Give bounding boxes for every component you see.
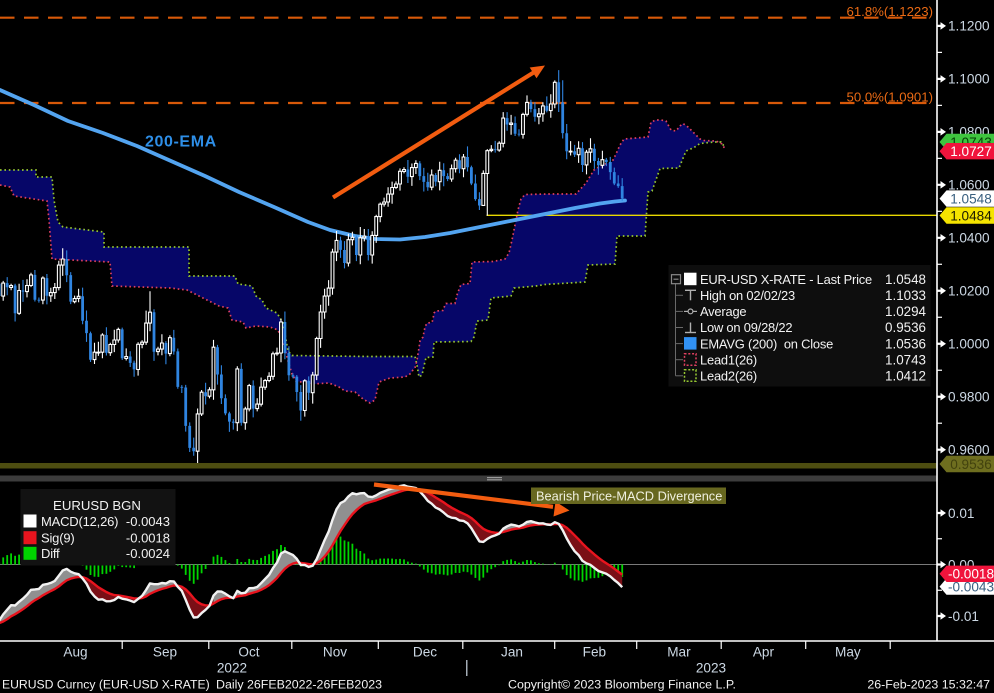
- svg-text:Aug: Aug: [63, 645, 87, 660]
- svg-text:0.9600: 0.9600: [948, 443, 990, 458]
- svg-text:0.9536: 0.9536: [885, 320, 926, 335]
- svg-text:Average: Average: [700, 304, 746, 319]
- svg-text:0.01: 0.01: [948, 506, 974, 521]
- svg-text:1.0743: 1.0743: [885, 352, 926, 367]
- svg-text:Oct: Oct: [238, 645, 259, 660]
- svg-text:50.0%(1.0901): 50.0%(1.0901): [846, 89, 933, 104]
- svg-text:1.0400: 1.0400: [948, 231, 990, 246]
- svg-text:2022: 2022: [217, 661, 247, 676]
- svg-text:Sig(9): Sig(9): [41, 531, 74, 546]
- svg-text:1.0727: 1.0727: [950, 144, 992, 159]
- svg-text:1.1200: 1.1200: [948, 19, 990, 34]
- svg-text:1.0484: 1.0484: [950, 208, 992, 223]
- svg-text:Bearish Price-MACD Divergence: Bearish Price-MACD Divergence: [536, 489, 722, 504]
- svg-text:Lead1(26): Lead1(26): [700, 352, 757, 367]
- svg-text:Mar: Mar: [667, 645, 691, 660]
- svg-text:May: May: [835, 645, 861, 660]
- svg-text:1.0548: 1.0548: [950, 191, 992, 206]
- svg-text:200-EMA: 200-EMA: [145, 134, 217, 151]
- svg-text:26-Feb-2023 15:32:47: 26-Feb-2023 15:32:47: [867, 678, 990, 692]
- svg-text:0.9800: 0.9800: [948, 390, 990, 405]
- svg-text:Jan: Jan: [501, 645, 523, 660]
- svg-text:0.9536: 0.9536: [950, 457, 992, 472]
- svg-text:EURUSD BGN: EURUSD BGN: [53, 498, 141, 513]
- svg-text:-0.0043: -0.0043: [126, 514, 170, 529]
- svg-text:1.0000: 1.0000: [948, 337, 990, 352]
- svg-text:61.8%(1.1223): 61.8%(1.1223): [846, 4, 933, 19]
- svg-text:-0.01: -0.01: [948, 609, 979, 624]
- svg-text:1.0548: 1.0548: [885, 272, 926, 287]
- svg-text:EURUSD Curncy (EUR-USD X-RATE): EURUSD Curncy (EUR-USD X-RATE): [2, 678, 210, 692]
- svg-text:Daily 26FEB2022-26FEB2023: Daily 26FEB2022-26FEB2023: [216, 678, 382, 692]
- svg-text:Dec: Dec: [413, 645, 437, 660]
- svg-text:Lead2(26): Lead2(26): [700, 369, 757, 384]
- svg-text:1.0600: 1.0600: [948, 178, 990, 193]
- svg-text:Apr: Apr: [753, 645, 775, 660]
- svg-text:1.0536: 1.0536: [885, 336, 926, 351]
- svg-text:EUR-USD X-RATE - Last Price: EUR-USD X-RATE - Last Price: [700, 272, 872, 287]
- svg-text:EMAVG (200) on Close: EMAVG (200) on Close: [700, 336, 833, 351]
- svg-text:Diff: Diff: [41, 546, 60, 561]
- svg-text:1.0294: 1.0294: [885, 304, 927, 319]
- svg-text:Sep: Sep: [153, 645, 177, 660]
- svg-text:Nov: Nov: [323, 645, 347, 660]
- svg-text:MACD(12,26): MACD(12,26): [41, 514, 118, 529]
- svg-text:1.1000: 1.1000: [948, 72, 990, 87]
- svg-text:-0.0024: -0.0024: [126, 546, 170, 561]
- svg-text:-0.0018: -0.0018: [948, 567, 994, 582]
- svg-text:-0.0018: -0.0018: [126, 531, 170, 546]
- svg-text:Low on 09/28/22: Low on 09/28/22: [700, 320, 792, 335]
- svg-text:High on 02/02/23: High on 02/02/23: [700, 288, 795, 303]
- svg-text:Copyright© 2023 Bloomberg Fina: Copyright© 2023 Bloomberg Finance L.P.: [508, 678, 736, 692]
- svg-text:1.1033: 1.1033: [885, 288, 926, 303]
- svg-text:1.0200: 1.0200: [948, 284, 990, 299]
- svg-text:-0.0043: -0.0043: [948, 579, 994, 594]
- svg-text:1.0412: 1.0412: [885, 369, 926, 384]
- svg-text:Feb: Feb: [583, 645, 606, 660]
- svg-text:2023: 2023: [696, 661, 726, 676]
